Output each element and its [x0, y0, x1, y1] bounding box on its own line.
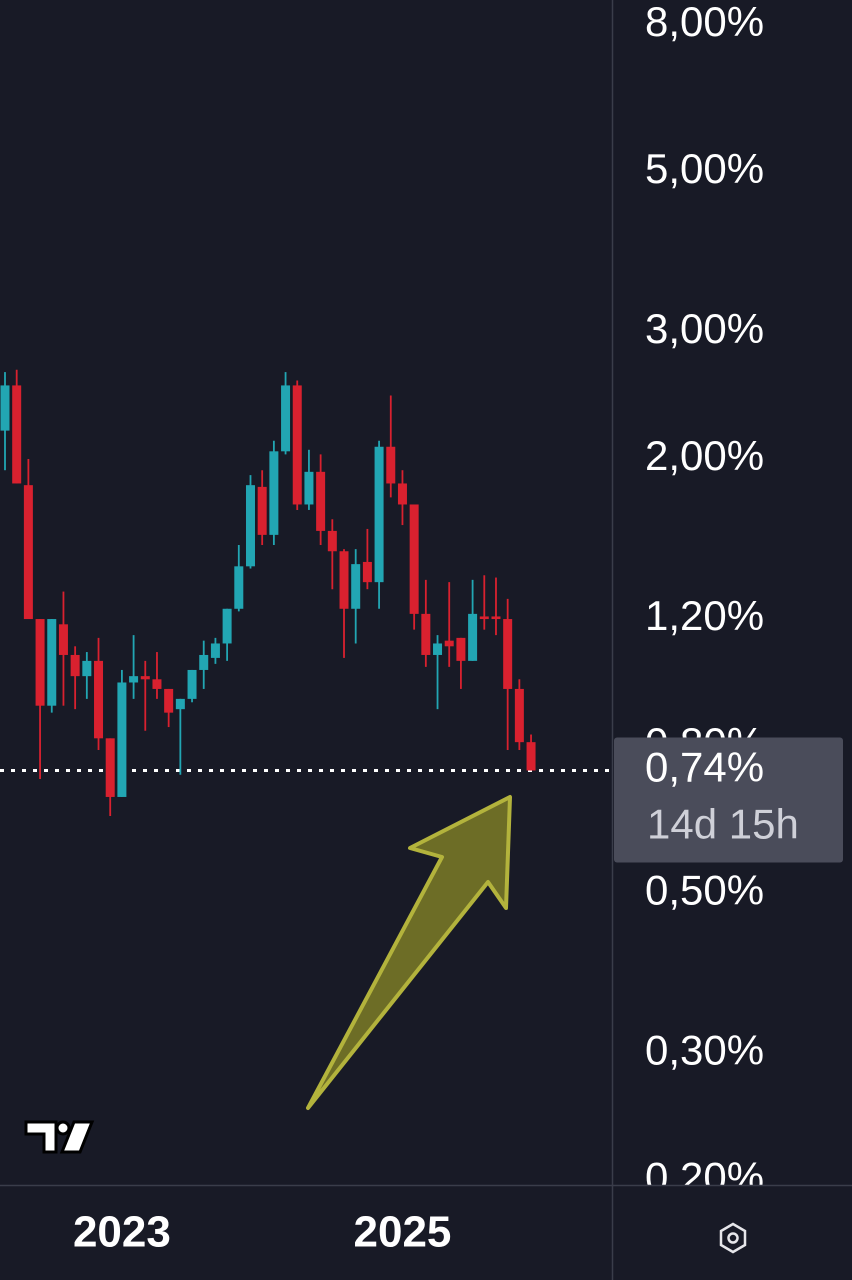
candle-body — [94, 660, 104, 739]
candle-body — [23, 485, 33, 620]
y-tick-label: 1,20% — [645, 592, 764, 639]
price-label: 0,74% — [645, 744, 764, 791]
candle-body — [444, 640, 454, 647]
candle-body — [397, 483, 407, 505]
candle-body — [351, 564, 361, 609]
y-tick-label: 5,00% — [645, 145, 764, 192]
candle-body — [479, 616, 489, 620]
logo — [24, 1120, 95, 1154]
y-tick-label: 0,30% — [645, 1026, 764, 1073]
candle-body — [105, 738, 115, 797]
candle-body — [421, 613, 431, 655]
candle-body — [245, 485, 255, 567]
candle-body — [316, 471, 326, 531]
arrow-annotation — [306, 795, 512, 1110]
candle-body — [257, 486, 267, 535]
y-tick-label: 3,00% — [645, 305, 764, 352]
candle-body — [433, 643, 443, 655]
candle-body — [281, 385, 291, 452]
candle-body — [129, 676, 139, 683]
candle-body — [0, 385, 10, 431]
candle-body — [140, 676, 150, 680]
candle-body — [175, 698, 185, 710]
candle-body — [362, 561, 372, 583]
candle-body — [514, 688, 524, 743]
candle-body — [456, 637, 466, 661]
candle-body — [70, 654, 80, 677]
candle-body — [269, 451, 279, 535]
candle-body — [58, 624, 68, 655]
settings-icon[interactable] — [719, 1222, 747, 1254]
price-label: 0,74% 14d 15h — [614, 737, 843, 863]
candle-body — [292, 385, 302, 505]
candle-body — [187, 669, 197, 699]
x-tick-label: 2023 — [73, 1208, 171, 1257]
candle-body — [304, 471, 314, 505]
plot-area — [0, 369, 612, 816]
candle-body — [35, 619, 45, 706]
y-axis: 8,00%5,00%3,00%2,00%1,20%0,80%0,50%0,30%… — [645, 0, 764, 1200]
candle-body — [339, 551, 349, 609]
candle-body — [526, 742, 536, 771]
price-label-box — [614, 737, 843, 863]
candle-body — [468, 613, 478, 661]
candle-body — [503, 619, 513, 689]
candle-body — [210, 643, 220, 658]
candle-body — [374, 446, 384, 583]
countdown: 14d 15h — [647, 801, 799, 848]
candle-body — [409, 504, 419, 614]
candle-body — [164, 688, 174, 713]
candle-body — [327, 530, 337, 552]
candle-body — [234, 566, 244, 609]
x-tick-label: 2025 — [354, 1208, 452, 1257]
y-tick-label: 0,20% — [645, 1153, 764, 1200]
candle-body — [491, 616, 501, 620]
candle-body — [82, 660, 92, 677]
candle-body — [117, 682, 127, 797]
candle-body — [12, 385, 22, 484]
y-tick-label: 2,00% — [645, 432, 764, 479]
candle-body — [152, 679, 162, 689]
candle-body — [199, 654, 209, 670]
candle-body — [47, 619, 57, 706]
y-tick-label: 0,50% — [645, 866, 764, 913]
candle-body — [222, 608, 232, 644]
candle-body — [386, 446, 396, 484]
y-tick-label: 8,00% — [645, 0, 764, 45]
